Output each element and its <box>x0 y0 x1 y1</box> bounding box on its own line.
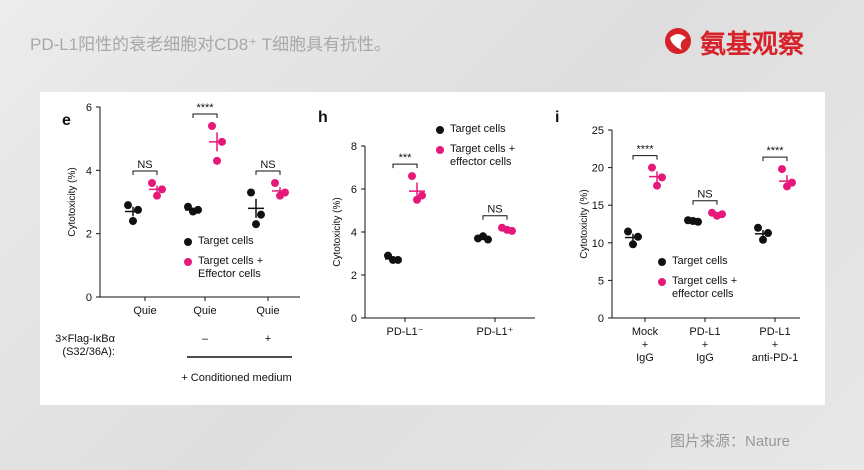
y-tick-label: 5 <box>598 275 604 287</box>
point <box>648 163 656 172</box>
point <box>252 220 260 229</box>
sig-label: NS <box>260 159 275 171</box>
legend-marker <box>436 126 444 134</box>
sig-bracket <box>632 155 658 160</box>
legend-marker <box>658 258 666 266</box>
point <box>247 188 255 197</box>
y-tick-label: 0 <box>598 313 604 325</box>
logo-icon <box>665 28 691 54</box>
legend-label: Target cells + Effector cells <box>198 255 264 280</box>
y-tick-label: 8 <box>351 141 357 153</box>
x-tick-label: Quie <box>133 305 157 317</box>
point <box>653 181 661 190</box>
point <box>276 191 284 200</box>
sig-label: NS <box>697 189 712 201</box>
sig-label: **** <box>636 144 654 156</box>
point <box>408 172 416 181</box>
point <box>759 235 767 244</box>
sig-label: *** <box>399 152 413 164</box>
y-tick-label: 6 <box>86 102 92 114</box>
x-tick-label: Mock + IgG <box>631 326 659 364</box>
legend-label: Target cells <box>450 123 506 135</box>
y-axis-label: Cytotoxicity (%) <box>579 189 590 258</box>
y-tick-label: 2 <box>86 229 92 241</box>
y-tick-label: 4 <box>86 165 92 177</box>
point <box>134 205 142 214</box>
title: PD-L1阳性的衰老细胞对CD8⁺ T细胞具有抗性。 <box>30 35 391 54</box>
x-tick-label: PD-L1⁺ <box>476 326 514 338</box>
point <box>634 232 642 241</box>
condition-label: 3×Flag-IκBα (S32/36A): <box>55 333 115 358</box>
point <box>624 227 632 236</box>
point <box>208 122 216 130</box>
legend-marker <box>184 258 192 266</box>
point <box>124 201 132 210</box>
condition-value: + <box>264 333 272 345</box>
point <box>754 223 762 232</box>
x-tick-label: Quie <box>193 305 217 317</box>
panel-label: e <box>62 112 71 129</box>
y-tick-label: 4 <box>351 227 357 239</box>
source: 图片来源：Nature <box>670 433 791 450</box>
x-tick-label: Quie <box>256 305 280 317</box>
point <box>129 217 137 225</box>
sig-bracket <box>762 156 788 162</box>
sig-bracket <box>192 113 218 118</box>
sig-label: **** <box>766 145 784 157</box>
y-axis-label: Cytotoxicity (%) <box>67 167 78 236</box>
legend-label: Target cells + effector cells <box>672 275 738 300</box>
y-tick-label: 6 <box>351 184 357 196</box>
sig-bracket <box>132 170 158 175</box>
point <box>257 210 265 219</box>
y-tick-label: 10 <box>592 238 604 250</box>
sig-bracket <box>692 200 718 205</box>
y-tick-label: 15 <box>592 200 604 212</box>
x-tick-label: PD-L1 + anti-PD-1 <box>751 326 799 364</box>
medium-label: + Conditioned medium <box>181 372 292 384</box>
y-tick-label: 25 <box>592 125 604 137</box>
panel-label: i <box>555 109 559 126</box>
point <box>153 191 161 200</box>
point <box>148 179 156 187</box>
sig-label: **** <box>196 102 214 114</box>
sig-bracket <box>255 170 281 175</box>
sig-label: NS <box>137 159 152 171</box>
point <box>184 202 192 211</box>
legend-label: Target cells + effector cells <box>450 143 516 168</box>
sig-label: NS <box>487 204 502 216</box>
y-tick-label: 0 <box>351 313 357 325</box>
point <box>629 240 637 249</box>
y-tick-label: 20 <box>592 163 604 175</box>
sig-bracket <box>392 163 418 169</box>
point <box>778 165 786 174</box>
legend-marker <box>184 238 192 246</box>
x-tick-label: PD-L1⁻ <box>386 326 424 338</box>
point <box>764 229 772 238</box>
y-tick-label: 0 <box>86 292 92 304</box>
point <box>271 179 279 187</box>
y-tick-label: 2 <box>351 270 357 282</box>
legend-label: Target cells <box>672 255 728 267</box>
point <box>713 211 721 220</box>
y-axis-label: Cytotoxicity (%) <box>332 197 343 266</box>
point <box>213 156 221 165</box>
panel-label: h <box>318 109 328 126</box>
legend-marker <box>658 278 666 286</box>
point <box>658 173 666 182</box>
sig-bracket <box>482 215 508 220</box>
logo: 氨基观察 <box>700 30 805 60</box>
legend-label: Target cells <box>198 235 254 247</box>
legend-marker <box>436 146 444 154</box>
condition-value: – <box>201 333 209 345</box>
panel-bg <box>40 92 825 405</box>
x-tick-label: PD-L1 + IgG <box>689 326 721 364</box>
